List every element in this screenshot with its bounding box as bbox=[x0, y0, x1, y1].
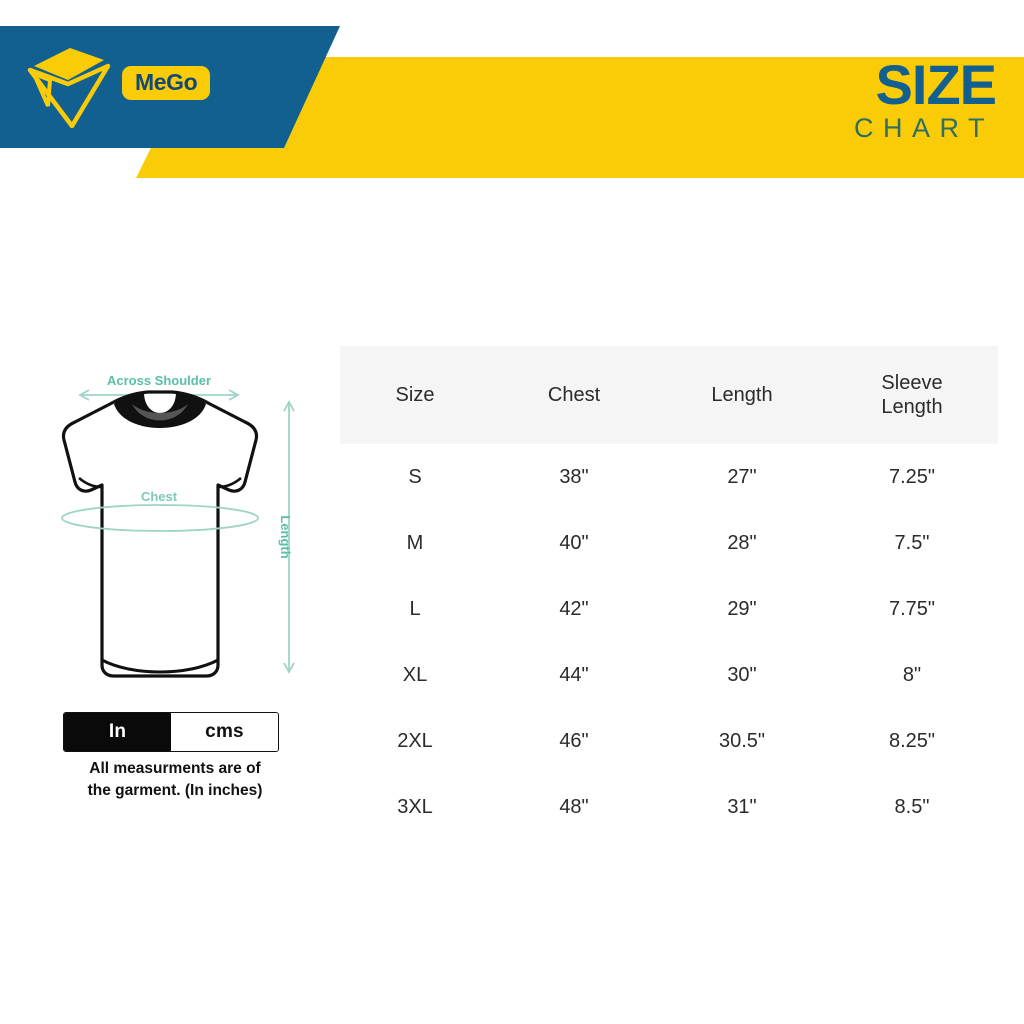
measurement-note: All measurments are of the garment. (In … bbox=[20, 758, 330, 803]
unit-option-in[interactable]: In bbox=[64, 713, 171, 751]
cell-length: 28" bbox=[658, 510, 826, 576]
unit-option-cms[interactable]: cms bbox=[171, 713, 278, 751]
table-row: 2XL 46" 30.5" 8.25" bbox=[340, 708, 998, 774]
table-row: L 42" 29" 7.75" bbox=[340, 576, 998, 642]
brand-logo[interactable]: MeGo bbox=[22, 44, 262, 134]
cell-size: L bbox=[340, 576, 490, 642]
sleeve-header-line-2: Length bbox=[881, 396, 943, 418]
cell-chest: 44" bbox=[490, 642, 658, 708]
cell-length: 29" bbox=[658, 576, 826, 642]
page-title: SIZE CHART bbox=[696, 53, 997, 144]
collar-inner bbox=[132, 404, 188, 421]
cell-chest: 38" bbox=[490, 444, 658, 510]
column-header-size: Size bbox=[340, 346, 490, 444]
cell-size: S bbox=[340, 444, 490, 510]
tshirt-diagram: Across Shoulder Chest Length bbox=[40, 360, 330, 700]
measurement-note-line-1: All measurments are of bbox=[89, 760, 261, 777]
cell-sleeve: 7.75" bbox=[826, 576, 998, 642]
chest-dimension-ellipse bbox=[61, 504, 259, 532]
cell-chest: 42" bbox=[490, 576, 658, 642]
cell-sleeve: 7.5" bbox=[826, 510, 998, 576]
table-header-row: Size Chest Length Sleeve Length bbox=[340, 346, 998, 444]
label-across-shoulder: Across Shoulder bbox=[107, 373, 211, 388]
size-chart-table: Size Chest Length Sleeve Length S 38" 27"… bbox=[340, 346, 998, 840]
label-chest: Chest bbox=[141, 489, 178, 504]
cell-size: M bbox=[340, 510, 490, 576]
measurement-note-line-2: the garment. (In inches) bbox=[87, 782, 263, 800]
brand-name-badge: MeGo bbox=[122, 66, 211, 101]
cell-chest: 46" bbox=[490, 708, 658, 774]
label-length: Length bbox=[278, 515, 293, 558]
unit-toggle[interactable]: In cms bbox=[63, 712, 279, 752]
table-body: S 38" 27" 7.25" M 40" 28" 7.5" L 42" 29"… bbox=[340, 444, 998, 840]
cell-sleeve: 8.25" bbox=[826, 708, 998, 774]
shirt-outline bbox=[61, 390, 259, 678]
cell-size: 3XL bbox=[340, 774, 490, 840]
cell-chest: 48" bbox=[490, 774, 658, 840]
right-cuff bbox=[217, 476, 242, 489]
length-dimension bbox=[283, 400, 295, 674]
cell-size: 2XL bbox=[340, 708, 490, 774]
table-row: 3XL 48" 31" 8.5" bbox=[340, 774, 998, 840]
cell-size: XL bbox=[340, 642, 490, 708]
mego-envelope-logo-icon bbox=[27, 48, 111, 129]
column-header-chest: Chest bbox=[490, 346, 658, 444]
cell-length: 30" bbox=[658, 642, 826, 708]
column-header-sleeve-length: Sleeve Length bbox=[826, 346, 998, 444]
tshirt-svg: Across Shoulder Chest Length bbox=[61, 373, 295, 678]
sleeve-header-line-1: Sleeve bbox=[881, 371, 943, 394]
cell-chest: 40" bbox=[490, 510, 658, 576]
shirt-collar bbox=[114, 392, 206, 428]
cell-sleeve: 7.25" bbox=[826, 444, 998, 510]
title-size: SIZE bbox=[875, 53, 997, 116]
cell-sleeve: 8" bbox=[826, 642, 998, 708]
cell-length: 31" bbox=[658, 774, 826, 840]
column-header-length: Length bbox=[658, 346, 826, 444]
shirt-hem bbox=[101, 658, 219, 674]
table-row: XL 44" 30" 8" bbox=[340, 642, 998, 708]
yellow-banner-shape bbox=[136, 57, 1024, 178]
table-header: Size Chest Length Sleeve Length bbox=[340, 346, 998, 444]
table-row: M 40" 28" 7.5" bbox=[340, 510, 998, 576]
cell-sleeve: 8.5" bbox=[826, 774, 998, 840]
table-row: S 38" 27" 7.25" bbox=[340, 444, 998, 510]
cell-length: 30.5" bbox=[658, 708, 826, 774]
left-cuff bbox=[78, 476, 103, 489]
cell-length: 27" bbox=[658, 444, 826, 510]
title-chart: CHART bbox=[853, 112, 994, 143]
